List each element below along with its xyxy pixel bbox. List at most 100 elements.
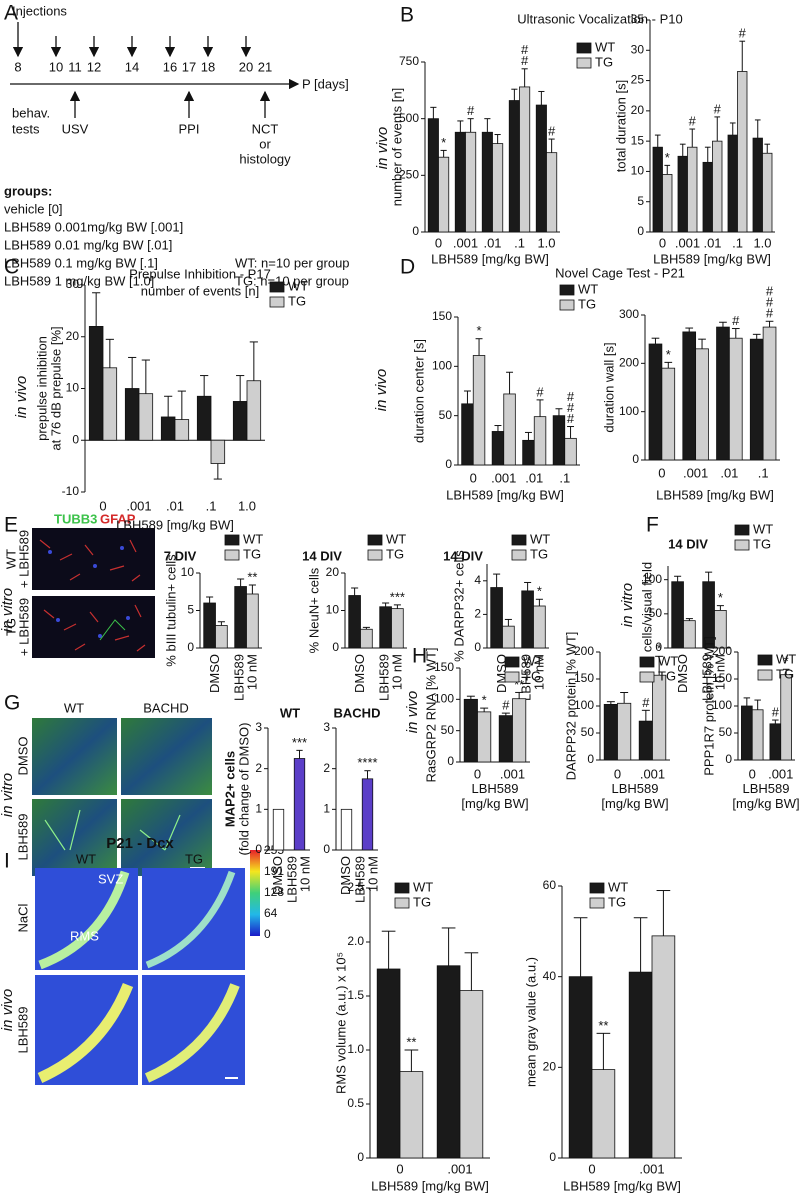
group-item: LBH589 0.1 mg/kg BW [.1] [4,255,158,270]
day-label: 8 [14,59,21,74]
bar [687,146,698,233]
x-tick-label: 0 [749,766,756,781]
y-tick-label: 2.0 [347,934,364,948]
x-axis-label: LBH589 [mg/kg BW] [371,1178,489,1193]
y-tick-label: 0 [72,432,79,446]
legend-swatch [757,669,773,681]
bar [138,393,154,441]
y-tick-label: 10 [66,381,80,395]
legend-swatch [757,654,773,666]
y-tick-label: 150 [712,671,732,685]
bar [508,100,520,233]
x-tick-label: .01 [525,470,543,485]
x-axis-label: LBH589 [mg/kg BW] [431,251,549,266]
side-label: in vivo [404,691,421,734]
bar [682,331,697,461]
significance-mark: * [441,135,446,150]
bar [521,590,534,649]
y-tick-label: 150 [432,309,452,323]
group-note: WT: n=10 per group [235,255,350,270]
bar [677,155,688,233]
panel-label: G [4,692,20,715]
day-label: 21 [258,59,272,74]
bar [752,137,763,233]
y-axis-label: mean gray value (a.u.) [523,957,538,1087]
bar [102,367,118,441]
y-tick-label: 5 [637,194,644,208]
y-tick-label: 200 [619,356,639,370]
y-tick-label: 0 [332,640,339,654]
test-label: NCT [252,121,279,136]
legend-label: WT [243,531,263,546]
y-tick-label: 1.0 [347,1042,364,1056]
row-label: WT [3,549,18,569]
group-item: LBH589 1 mg/kg BW [1.0] [4,273,154,288]
y-tick-label: 0 [474,640,481,654]
legend-label: TG [413,894,431,909]
bar [638,720,653,761]
significance-mark: # [521,42,529,57]
bar [519,86,531,233]
bar [210,439,226,464]
x-tick-label: .001 [491,470,516,485]
y-tick-label: 0 [357,1150,364,1164]
bar [465,131,477,233]
legend-label: WT [386,531,406,546]
significance-mark: * [666,347,671,362]
bar [459,990,484,1159]
y-tick-label: 100 [712,698,732,712]
side-label: in vitro [0,588,16,632]
stain-label: GFAP [100,511,136,526]
bar [272,808,285,851]
bar [498,715,513,763]
test-label: histology [239,151,291,166]
bar [716,326,730,461]
legend-label: WT [608,879,628,894]
bar [749,338,764,461]
bar [648,343,663,461]
x-tick-label: 1.0 [753,235,771,250]
y-tick-label: 100 [434,692,454,706]
bar [399,1071,424,1159]
bar [762,152,773,233]
colorbar-label: 64 [264,906,278,920]
bar [340,808,353,851]
bar [702,161,713,233]
y-tick-label: 100 [574,698,594,712]
significance-mark: *** [292,735,307,750]
panel-label: F [646,514,659,537]
day-label: 16 [163,59,177,74]
x-tick-label: LBH589 [699,654,714,701]
bar [436,965,461,1159]
y-tick-label: 20 [631,103,645,117]
legend-swatch [576,42,592,54]
y-axis-label: (fold change of DMSO) [236,723,251,856]
y-axis-label: MAP2+ cells [222,751,237,827]
panel-label: D [400,256,415,279]
bar [591,1069,616,1159]
x-axis-label: LBH589 [612,781,659,796]
x-tick-label: .001 [453,235,478,250]
chart-title: 7 DIV [164,548,197,563]
y-tick-label: 100 [619,404,639,418]
legend-swatch [589,897,605,909]
x-tick-label: .001 [500,766,525,781]
legend-swatch [576,57,592,69]
bar [454,131,466,233]
bar [737,71,748,233]
column-label: WT [64,700,84,715]
timeline-label: Injections [12,3,67,18]
x-axis-label: LBH589 [472,781,519,796]
x-tick-label: 10 nM [244,654,259,690]
y-tick-label: 2 [255,761,262,775]
bar [360,628,373,649]
significance-mark: # [732,313,740,328]
column-label: BACHD [143,700,189,715]
row-label: NaCl [15,903,30,932]
y-axis-label: DARPP32 protein [% WT] [563,632,578,781]
legend-swatch [734,524,750,536]
y-tick-label: -10 [62,484,80,498]
legend-swatch [511,534,527,546]
y-tick-label: 100 [432,359,452,373]
x-tick-label: 0 [396,1161,403,1176]
